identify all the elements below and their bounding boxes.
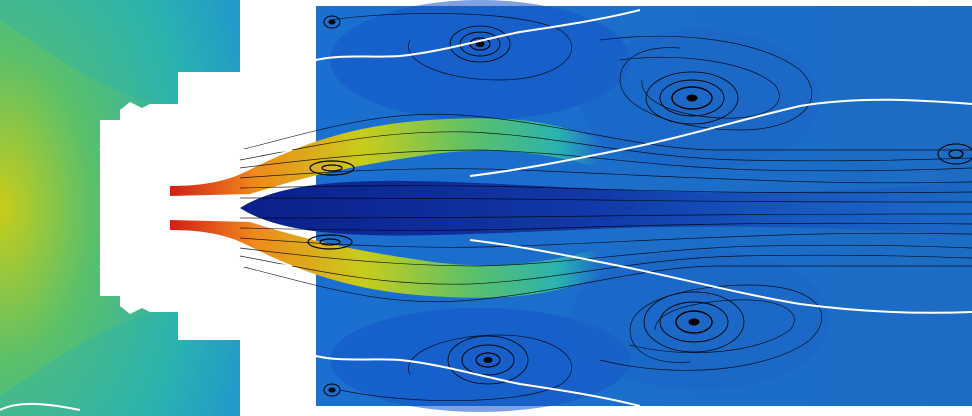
streamlines — [239, 13, 972, 402]
lower-jet — [170, 220, 600, 298]
vortex-corner-bottom — [323, 383, 341, 397]
vortex-corner-top — [323, 15, 341, 29]
vortex-lower-left — [447, 335, 529, 385]
vortex-cores — [307, 15, 972, 397]
upper-jet — [170, 118, 600, 196]
vortex-upper-right — [645, 71, 739, 125]
central-core — [240, 180, 972, 236]
iso-contours — [0, 9, 972, 411]
injector-outline — [99, 103, 179, 313]
vortex-jet-lower — [307, 234, 353, 250]
vortex-far-right — [937, 143, 972, 165]
vortex-jet-upper — [309, 160, 355, 176]
vortex-lower-right — [643, 291, 745, 353]
